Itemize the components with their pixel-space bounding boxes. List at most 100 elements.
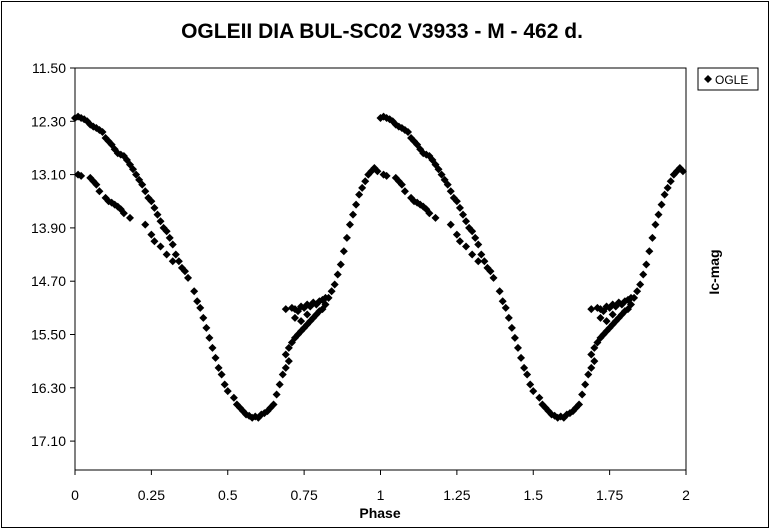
chart-title: OGLEII DIA BUL-SC02 V3933 - M - 462 d. — [181, 20, 583, 43]
data-point — [193, 297, 202, 306]
data-point — [443, 180, 452, 189]
data-point — [391, 120, 400, 129]
data-point — [587, 305, 596, 314]
data-point — [290, 313, 299, 322]
data-point — [147, 230, 156, 239]
data-point — [648, 233, 657, 242]
data-point — [119, 209, 128, 218]
data-point — [510, 333, 519, 342]
data-point — [336, 260, 345, 269]
x-tick-label: 0.25 — [138, 487, 165, 503]
data-point — [284, 357, 293, 366]
data-point — [168, 240, 177, 249]
data-point — [147, 197, 156, 206]
legend-marker — [704, 75, 712, 83]
data-point — [156, 217, 165, 226]
y-tick-label: 11.50 — [32, 60, 66, 76]
y-axis: 11.50 12.30 13.10 13.90 14.70 15.50 16.30 17.10 — [31, 60, 75, 449]
data-point — [452, 230, 461, 239]
data-point — [608, 310, 617, 319]
data-point — [587, 350, 596, 359]
data-point — [651, 220, 660, 229]
data-point — [474, 240, 483, 249]
data-point — [434, 165, 443, 174]
data-point — [352, 200, 361, 209]
data-point — [125, 213, 134, 222]
data-point — [361, 177, 370, 186]
data-point — [358, 183, 367, 192]
data-point — [168, 257, 177, 266]
data-point — [327, 287, 336, 296]
data-point — [297, 317, 306, 326]
legend-label: OGLE — [715, 73, 748, 87]
data-point — [373, 167, 382, 176]
data-point — [98, 127, 107, 136]
data-point — [663, 183, 672, 192]
x-tick-label: 1 — [377, 487, 385, 503]
data-point — [495, 287, 504, 296]
data-point — [129, 165, 138, 174]
data-point — [284, 343, 293, 352]
y-tick-label: 13.10 — [31, 167, 66, 183]
data-point — [184, 273, 193, 282]
data-point — [498, 297, 507, 306]
data-point — [89, 122, 98, 131]
data-point — [486, 267, 495, 276]
y-tick-label: 12.30 — [31, 113, 66, 129]
data-point — [190, 287, 199, 296]
data-point — [95, 187, 104, 196]
data-point — [275, 380, 284, 389]
data-point — [150, 203, 159, 212]
data-point — [205, 333, 214, 342]
data-point — [214, 363, 223, 372]
data-point — [211, 353, 220, 362]
data-point — [437, 170, 446, 179]
data-point — [446, 187, 455, 196]
data-point — [394, 122, 403, 131]
data-point — [217, 370, 226, 379]
data-point — [223, 387, 232, 396]
data-point — [455, 203, 464, 212]
data-point — [339, 247, 348, 256]
data-point — [180, 267, 189, 276]
data-point — [590, 343, 599, 352]
data-point — [208, 343, 217, 352]
data-point — [471, 233, 480, 242]
data-point — [278, 370, 287, 379]
x-tick-label: 2 — [682, 487, 690, 503]
data-point — [535, 393, 544, 402]
data-point — [86, 120, 95, 129]
data-point — [138, 180, 147, 189]
data-point — [452, 197, 461, 206]
data-point — [229, 393, 238, 402]
data-points — [71, 112, 687, 422]
data-point — [425, 209, 434, 218]
data-point — [666, 177, 675, 186]
data-point — [507, 323, 516, 332]
data-point — [345, 220, 354, 229]
data-point — [342, 233, 351, 242]
data-point — [645, 247, 654, 256]
data-point — [636, 280, 645, 289]
data-point — [602, 317, 611, 326]
data-point — [355, 190, 364, 199]
data-point — [220, 380, 229, 389]
plot-area — [74, 67, 687, 471]
x-tick-label: 1.25 — [443, 487, 470, 503]
data-point — [526, 380, 535, 389]
data-point — [281, 363, 290, 372]
y-tick-label: 15.50 — [31, 327, 66, 343]
data-point — [455, 237, 464, 246]
data-point — [575, 400, 584, 409]
data-point — [202, 323, 211, 332]
data-point — [174, 257, 183, 266]
data-point — [303, 310, 312, 319]
data-point — [523, 370, 532, 379]
data-point — [642, 260, 651, 269]
data-point — [513, 343, 522, 352]
y-axis-label: Ic-mag — [706, 249, 722, 294]
data-point — [627, 293, 636, 302]
x-tick-label: 1.5 — [524, 487, 544, 503]
data-point — [468, 250, 477, 259]
